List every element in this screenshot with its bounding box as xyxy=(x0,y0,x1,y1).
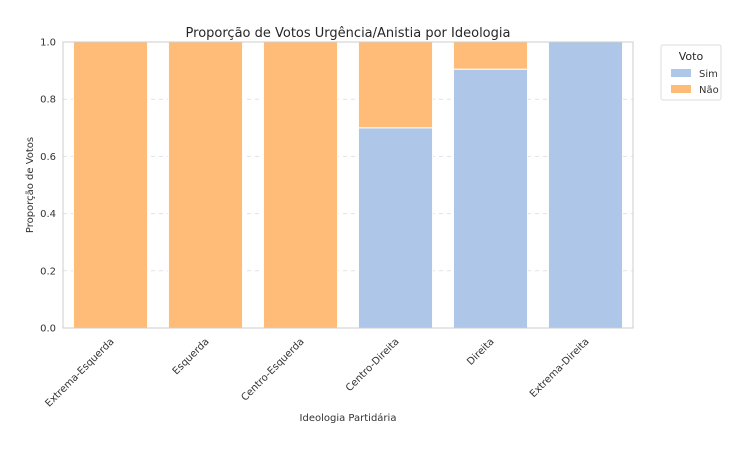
y-tick-labels: 0.0 0.2 0.4 0.6 0.8 1.0 xyxy=(40,38,56,335)
legend-label: Sim xyxy=(699,69,718,80)
bar-sim-4 xyxy=(452,68,529,329)
chart-title: Proporção de Votos Urgência/Anistia por … xyxy=(186,26,511,41)
plot-frame xyxy=(62,41,634,329)
x-tick-label: Esquerda xyxy=(171,336,212,377)
legend: Voto Sim Não xyxy=(660,44,722,101)
x-tick-label: Centro-Esquerda xyxy=(239,336,306,403)
y-tick-label: 0.6 xyxy=(40,152,56,163)
bar-no-1 xyxy=(167,41,244,329)
legend-swatch xyxy=(671,69,691,77)
legend-title: Voto xyxy=(679,50,704,63)
x-axis-label: Ideologia Partidária xyxy=(300,412,397,424)
x-tick-label: Centro-Direita xyxy=(344,336,402,394)
y-tick-label: 0.2 xyxy=(40,266,56,277)
y-tick-label: 0.0 xyxy=(40,324,56,335)
bar-sim-5 xyxy=(547,41,624,329)
legend-swatch xyxy=(671,85,691,93)
bar-sim-3 xyxy=(357,127,434,329)
bar-no-0 xyxy=(72,41,149,329)
bar-no-2 xyxy=(262,41,339,329)
x-tick-label: Extrema-Direita xyxy=(528,336,592,400)
y-tick-label: 0.4 xyxy=(40,209,56,220)
legend-label: Não xyxy=(699,85,719,96)
x-tick-label: Extrema-Esquerda xyxy=(43,336,116,409)
x-tick-labels: Extrema-Esquerda Esquerda Centro-Esquerda C… xyxy=(43,336,591,409)
y-tick-label: 0.8 xyxy=(40,95,56,106)
y-axis-label: Proporção de Votos xyxy=(25,137,36,233)
bars xyxy=(72,41,624,329)
x-tick-label: Direita xyxy=(465,336,496,367)
bar-no-4 xyxy=(452,41,529,70)
grid-lines xyxy=(63,41,633,329)
y-tick-label: 1.0 xyxy=(40,38,56,49)
bar-no-3 xyxy=(357,41,434,129)
legend-items: Sim Não xyxy=(671,69,719,96)
